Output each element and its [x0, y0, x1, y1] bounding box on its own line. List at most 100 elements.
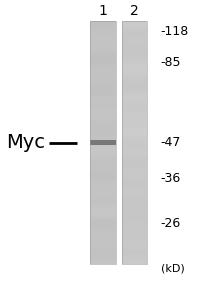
Bar [121, 230, 147, 232]
Bar [121, 242, 147, 244]
Bar [90, 262, 116, 264]
Bar [90, 163, 116, 165]
Bar [121, 203, 147, 205]
Bar [121, 145, 147, 146]
Bar [121, 132, 147, 134]
Bar [121, 110, 147, 112]
Bar [90, 155, 116, 157]
Bar [121, 169, 147, 171]
Bar [90, 92, 116, 94]
Bar [90, 100, 116, 102]
Bar [90, 256, 116, 258]
Bar [90, 234, 116, 236]
Bar [121, 21, 147, 264]
Bar [121, 215, 147, 217]
Bar [121, 139, 147, 140]
Bar [121, 45, 147, 47]
Bar [90, 106, 116, 108]
Bar [121, 53, 147, 56]
Bar [90, 142, 116, 145]
Bar [121, 128, 147, 130]
Bar [90, 195, 116, 197]
Bar [121, 234, 147, 236]
Bar [121, 86, 147, 88]
Bar [121, 238, 147, 240]
Bar [121, 106, 147, 108]
Bar [121, 207, 147, 209]
Bar [90, 189, 116, 191]
Bar [121, 167, 147, 169]
Bar [90, 246, 116, 248]
Bar [121, 189, 147, 191]
Bar [90, 61, 116, 64]
Bar [90, 126, 116, 128]
Bar [121, 159, 147, 161]
Bar [121, 175, 147, 177]
Bar [121, 142, 147, 145]
Bar [121, 205, 147, 207]
Bar [121, 70, 147, 72]
Bar [121, 126, 147, 128]
Bar [121, 191, 147, 193]
Bar [90, 136, 116, 139]
Bar [90, 134, 116, 136]
Bar [121, 116, 147, 118]
Bar [90, 227, 116, 230]
Bar [90, 179, 116, 181]
Bar [121, 183, 147, 185]
Bar [121, 248, 147, 250]
Bar [90, 104, 116, 106]
Bar [121, 163, 147, 165]
Bar [90, 207, 116, 209]
Bar [121, 258, 147, 260]
Bar [121, 98, 147, 100]
Bar [121, 35, 147, 37]
Bar [90, 76, 116, 78]
Bar [90, 21, 116, 264]
Bar [90, 74, 116, 76]
Bar [90, 139, 116, 140]
Text: -85: -85 [160, 56, 181, 70]
Bar [90, 53, 116, 56]
Bar [90, 118, 116, 120]
Bar [121, 114, 147, 116]
Bar [90, 157, 116, 159]
Bar [121, 173, 147, 175]
Bar [90, 37, 116, 39]
Bar [90, 35, 116, 37]
Bar [90, 220, 116, 221]
Bar [90, 258, 116, 260]
Bar [121, 78, 147, 80]
Bar [90, 112, 116, 114]
Bar [90, 130, 116, 132]
Bar [90, 218, 116, 220]
Bar [121, 27, 147, 29]
Bar [90, 244, 116, 246]
Bar [121, 59, 147, 62]
Bar [90, 86, 116, 88]
Bar [90, 177, 116, 179]
Bar [121, 153, 147, 155]
Bar [90, 238, 116, 240]
Bar [90, 232, 116, 234]
Bar [121, 236, 147, 238]
Bar [121, 213, 147, 215]
Bar [121, 193, 147, 195]
Bar [121, 104, 147, 106]
Bar [121, 120, 147, 122]
Bar [90, 29, 116, 31]
Bar [121, 252, 147, 254]
Bar [121, 90, 147, 92]
Bar [90, 49, 116, 51]
Bar [121, 94, 147, 96]
Bar [121, 130, 147, 132]
Bar [121, 84, 147, 86]
Bar [90, 169, 116, 171]
Bar [90, 84, 116, 86]
Bar [121, 250, 147, 252]
Bar [90, 173, 116, 175]
Bar [90, 146, 116, 148]
Bar [90, 159, 116, 161]
Bar [90, 21, 116, 23]
Bar [121, 29, 147, 31]
